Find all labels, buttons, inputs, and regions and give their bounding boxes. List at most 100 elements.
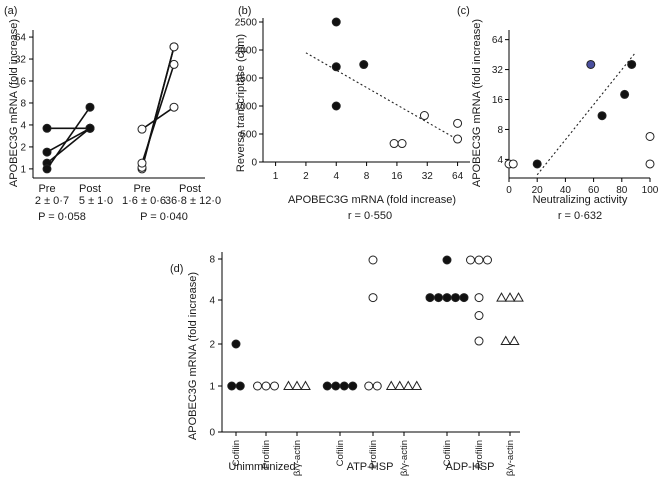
panel-d-ytick-label: 4: [209, 296, 215, 307]
panel-b-point: [453, 118, 463, 128]
panel-d-category-label: Profilin: [261, 440, 272, 469]
panel-d-ytick-label: 8: [209, 255, 215, 266]
panel-b-xtick-label: 16: [391, 171, 403, 182]
panel-label-c: (c): [457, 5, 470, 17]
panel-b-xtick-label: 2: [303, 171, 309, 182]
panel-c-ylabel: APOBEC3G mRNA (fold increase): [471, 19, 483, 187]
panel-b-xtick-label: 8: [364, 171, 370, 182]
panel-d-point: [513, 292, 524, 302]
panel-a-point: [137, 158, 147, 168]
panel-c-trendline: [536, 51, 637, 176]
panel-a-pair-line: [141, 64, 175, 164]
panel-d-point: [483, 255, 492, 265]
panel-b-point: [419, 111, 429, 121]
panel-a-pair-line: [46, 106, 91, 170]
panel-b-point: [397, 139, 407, 149]
panel-d-point: [372, 381, 382, 391]
panel-d-point: [235, 381, 245, 391]
panel-b-ytick-label: 1500: [235, 74, 258, 85]
panel-d-category-label: β/γ-actin: [399, 440, 410, 476]
panel-b-point: [331, 62, 341, 72]
panel-b-trendline: [305, 52, 458, 141]
panel-d-group-label: ADP-HSP: [446, 461, 495, 473]
panel-b-xlabel: APOBEC3G mRNA (fold increase): [288, 194, 456, 206]
panel-a-stat-left: 2 ± 0·7: [35, 195, 69, 207]
panel-a-stat-right-post: 36·8 ± 12·0: [165, 195, 221, 207]
panel-d-point: [402, 380, 414, 390]
panel-c-point: [532, 159, 542, 169]
panel-d-point: [368, 255, 378, 265]
panel-c-r: r = 0·632: [558, 210, 602, 222]
panel-d-point: [291, 380, 303, 390]
panel-c-xtick-label: 40: [560, 185, 572, 196]
panel-a-point: [85, 123, 95, 133]
panel-a-point: [85, 102, 95, 112]
panel-a-xtick-label: Post: [79, 183, 101, 195]
panel-c-xtick-label: 20: [532, 185, 544, 196]
panel-b-ytick-label: 2500: [235, 18, 258, 29]
panel-d-point: [508, 335, 520, 346]
panel-b-xtick-label: 64: [452, 171, 464, 182]
panel-b-xtick-label: 32: [422, 171, 434, 182]
panel-a-point: [169, 102, 179, 112]
panel-c-point: [620, 89, 630, 99]
panel-label-b: (b): [238, 5, 251, 17]
panel-c-xtick-label: 60: [588, 185, 600, 196]
panel-d-point: [474, 336, 484, 346]
panel-d-point: [466, 255, 475, 265]
panel-d-point: [394, 380, 406, 390]
panel-d-point: [504, 292, 516, 302]
panel-d-point: [231, 339, 241, 349]
panel-b-point: [359, 60, 369, 70]
panel-d-category-label: β/γ-actin: [505, 440, 516, 476]
panel-a-ytick-label: 4: [20, 120, 26, 131]
panel-b-plot: 0 500 1000 1500 2000 2500 1 2 4 8 16 32 64: [235, 17, 470, 182]
panel-b-point: [331, 101, 341, 111]
panel-d-group-label: Unimmunized: [228, 461, 295, 473]
panel-d-point: [270, 381, 279, 391]
panel-d-point: [300, 380, 311, 390]
panel-c-xtick-label: 80: [616, 185, 628, 196]
panel-a-ytick-label: 32: [15, 55, 27, 66]
panel-d-ylabel: APOBEC3G mRNA (fold increase): [187, 272, 199, 440]
panel-d-point: [451, 293, 460, 303]
panel-d-point: [474, 293, 484, 303]
panel-d-point: [261, 381, 271, 391]
panel-a-xtick-label: Post: [179, 183, 201, 195]
panel-d-point: [474, 255, 484, 265]
panel-b-ylabel: Reverse transcriptase (cpm): [235, 34, 247, 172]
panel-d-point: [411, 380, 423, 390]
panel-d-point: [227, 381, 237, 391]
panel-d-point: [253, 381, 262, 391]
panel-d-ytick-label: 2: [209, 340, 215, 351]
panel-b-ytick-label: 1000: [235, 102, 258, 113]
panel-d-point: [322, 381, 332, 391]
panel-a-xtick-label: Pre: [133, 183, 150, 195]
panel-c-point: [508, 159, 518, 169]
panel-d-category-label: Profilin: [368, 440, 379, 469]
panel-d-point: [500, 335, 512, 346]
panel-b-point: [453, 134, 463, 144]
panel-a-point: [137, 124, 147, 134]
panel-d-category-label: Cofilin: [335, 440, 346, 466]
panel-c-xtick-label: 0: [506, 185, 512, 196]
panel-b-xtick-label: 1: [273, 171, 279, 182]
panel-a-p-right: P = 0·040: [140, 211, 188, 223]
panel-b-ytick-label: 500: [240, 130, 257, 141]
panel-a-ytick-label: 16: [15, 77, 27, 88]
panel-d-category-label: Cofilin: [442, 440, 453, 466]
panel-d-point: [331, 381, 341, 391]
panel-d-point: [348, 381, 358, 391]
panel-a-ytick-label: 1: [20, 164, 26, 175]
panel-d-group-label: ATP-HSP: [347, 461, 394, 473]
panel-d-point: [368, 293, 378, 303]
panel-a-ytick-label: 64: [15, 33, 27, 44]
panel-a-ytick-label: 2: [20, 142, 26, 153]
panel-d-ytick-label: 1: [209, 382, 215, 393]
panel-label-a: (a): [4, 5, 17, 17]
panel-b-ytick-label: 0: [251, 158, 257, 169]
panel-a-point: [169, 59, 179, 69]
panel-a-point: [42, 164, 52, 174]
panel-b-xtick-label: 4: [333, 171, 339, 182]
